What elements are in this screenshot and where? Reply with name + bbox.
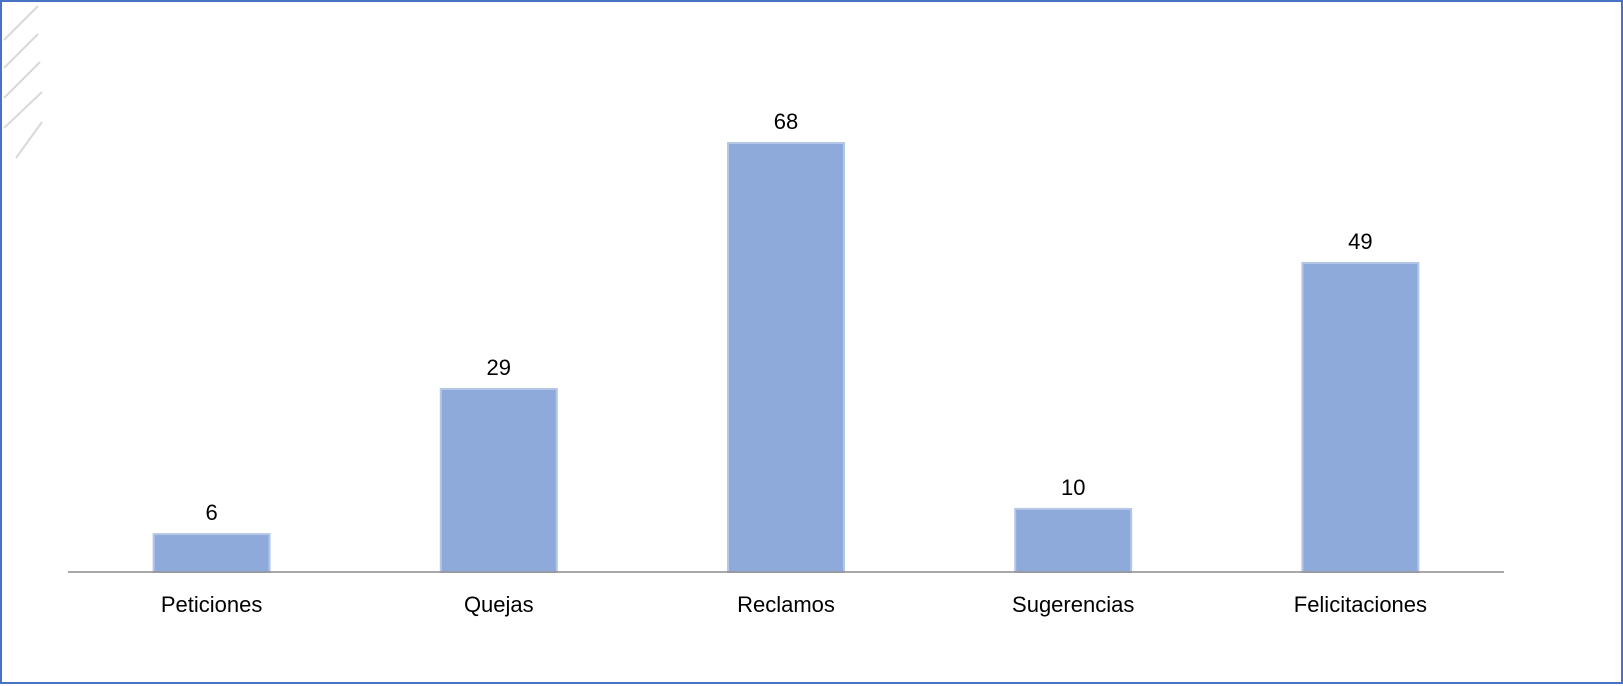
bar-reclamos bbox=[727, 142, 845, 573]
data-label-sugerencias: 10 bbox=[1061, 475, 1085, 500]
tick-label-reclamos: Reclamos bbox=[737, 592, 835, 617]
data-label-felicitaciones: 49 bbox=[1348, 229, 1372, 254]
tick-label-felicitaciones: Felicitaciones bbox=[1294, 592, 1427, 617]
hatch-line bbox=[15, 121, 43, 159]
data-labels: 6 29 68 10 49 bbox=[205, 109, 1372, 525]
bar-peticiones bbox=[152, 533, 271, 573]
hatch-line bbox=[3, 91, 43, 129]
x-axis-tick-labels: Peticiones Quejas Reclamos Sugerencias Felic… bbox=[161, 592, 1427, 617]
tick-label-quejas: Quejas bbox=[464, 592, 534, 617]
bar-series bbox=[152, 142, 1420, 573]
corner-hatch-decoration bbox=[3, 5, 43, 159]
hatch-line bbox=[3, 5, 39, 41]
tick-label-peticiones: Peticiones bbox=[161, 592, 263, 617]
tick-label-sugerencias: Sugerencias bbox=[1012, 592, 1134, 617]
hatch-line bbox=[3, 61, 41, 99]
bar-quejas bbox=[439, 388, 558, 573]
data-label-peticiones: 6 bbox=[205, 500, 217, 525]
data-label-reclamos: 68 bbox=[774, 109, 798, 134]
hatch-line bbox=[3, 33, 39, 69]
data-label-quejas: 29 bbox=[487, 355, 511, 380]
bar-felicitaciones bbox=[1301, 261, 1420, 573]
bar-sugerencias bbox=[1014, 507, 1133, 573]
